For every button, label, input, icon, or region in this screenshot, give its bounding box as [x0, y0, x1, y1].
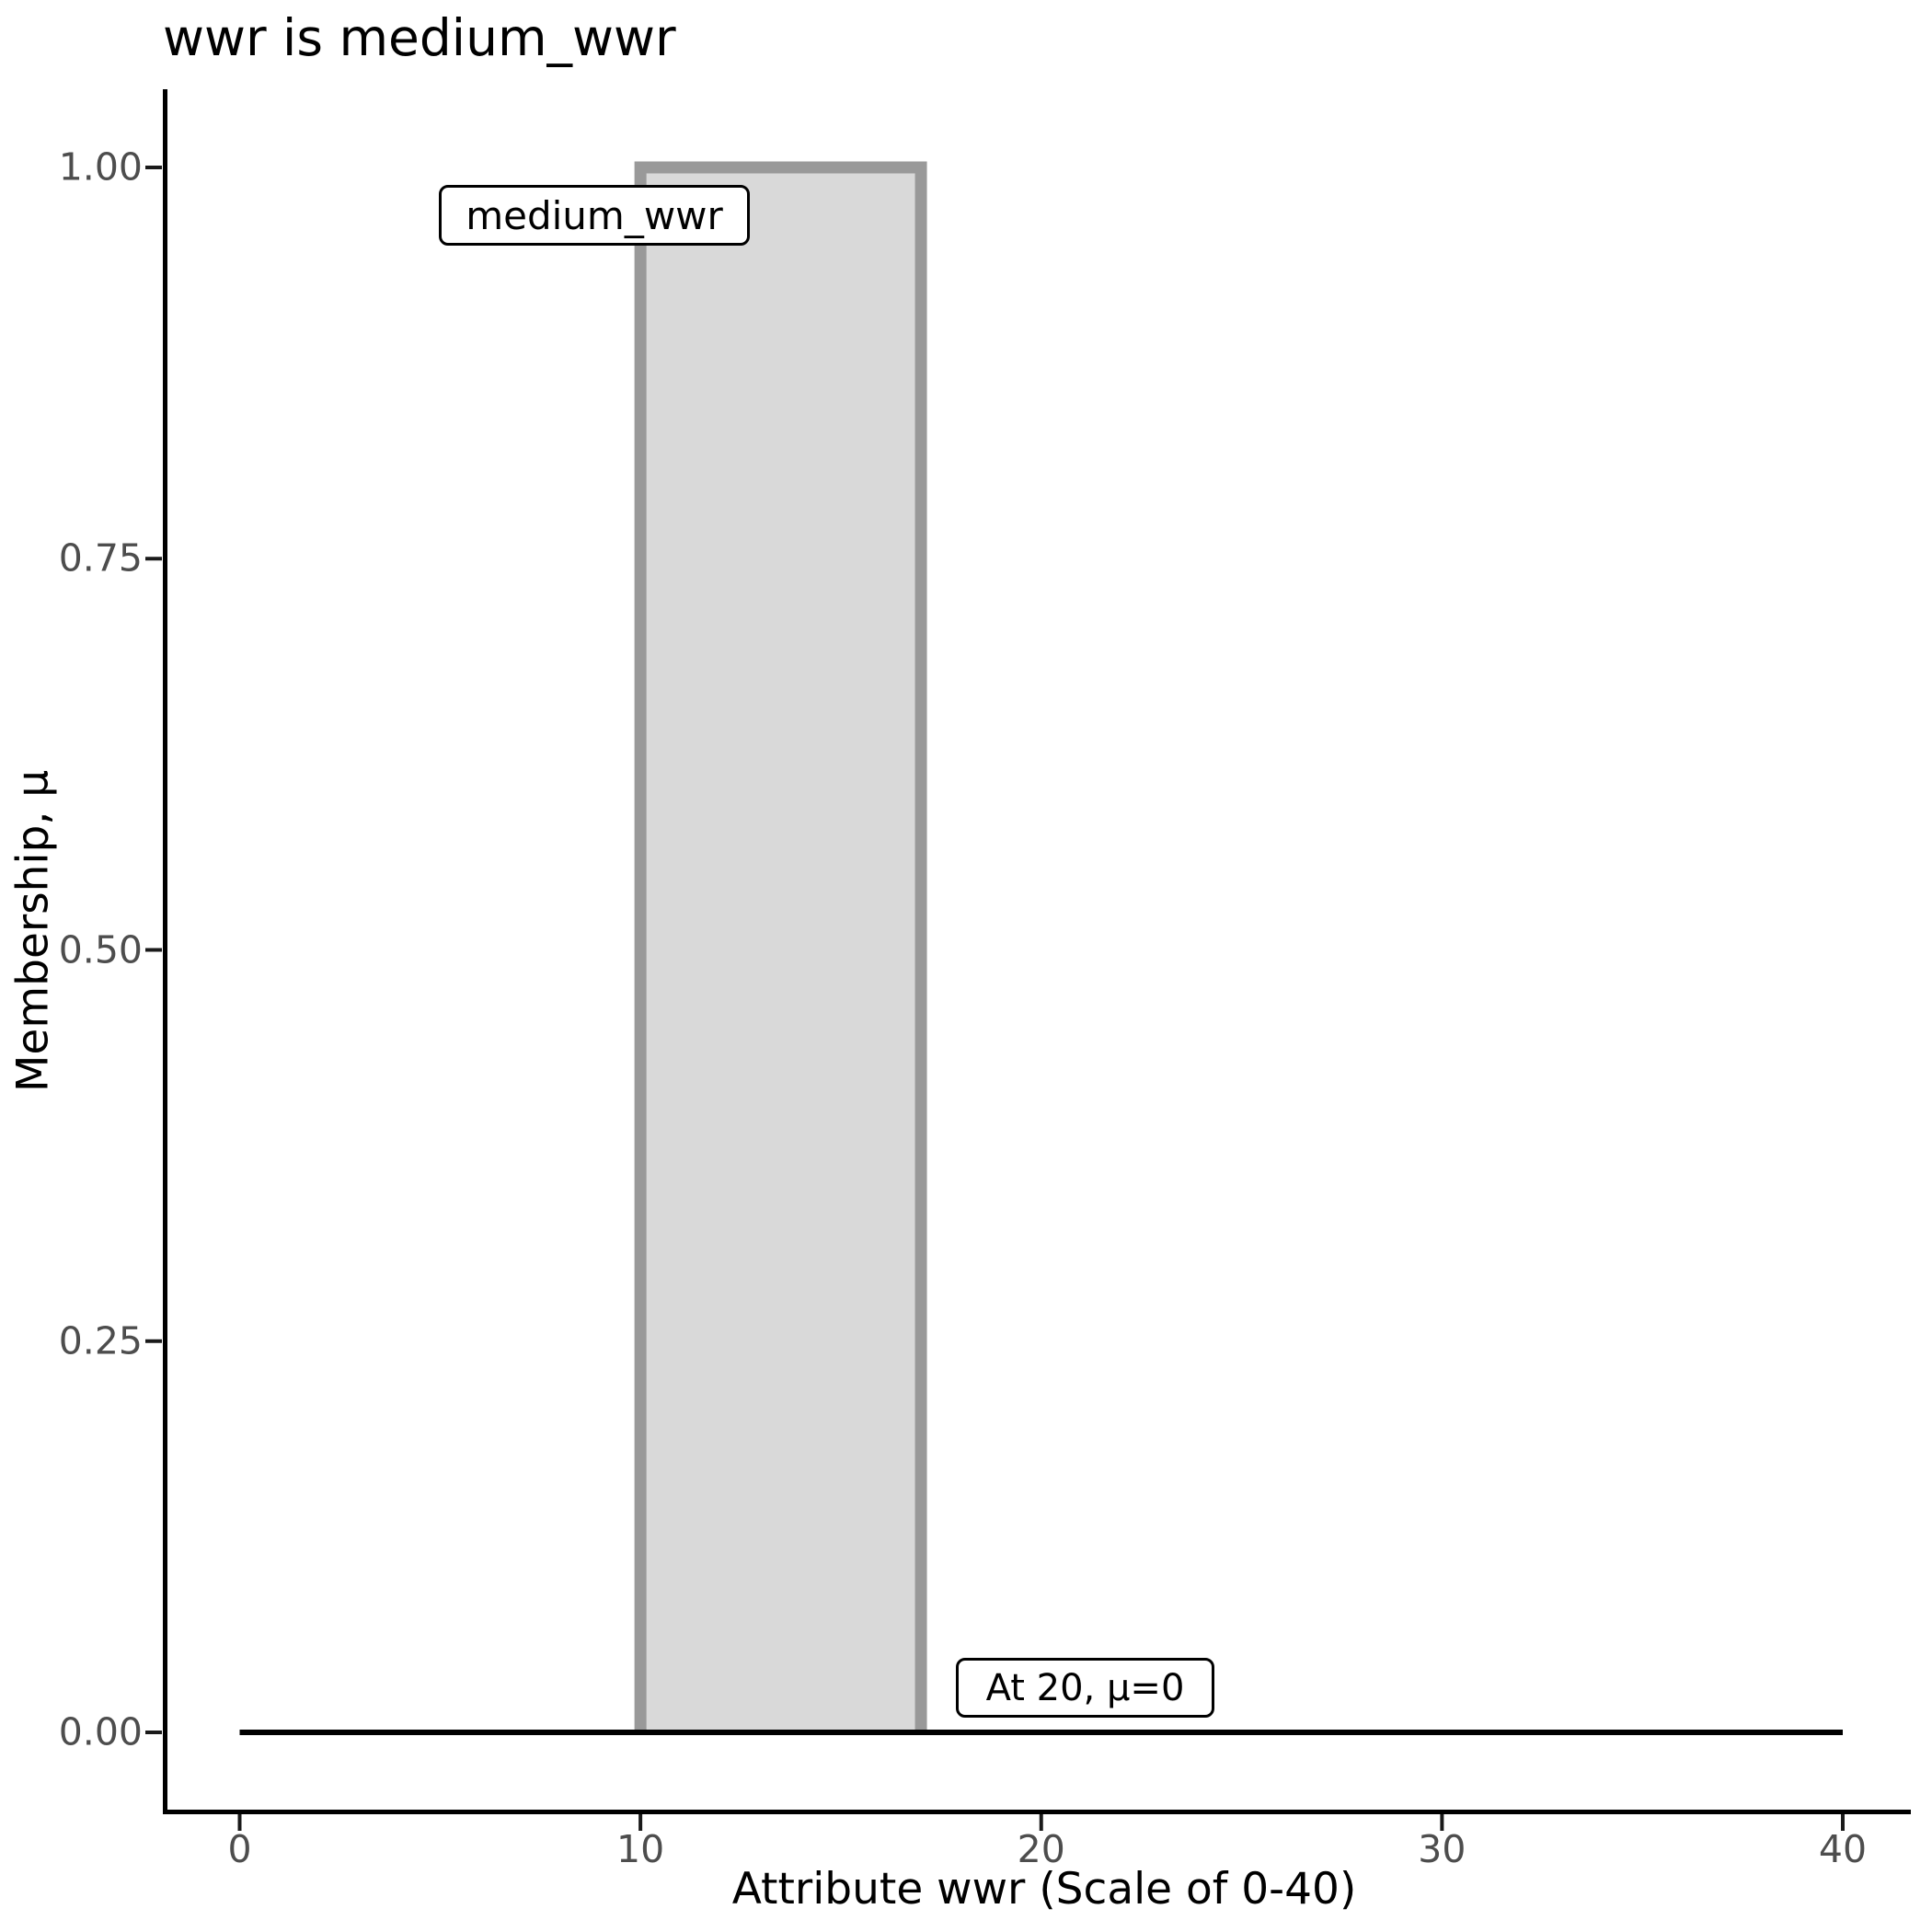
y-tick-label: 1.00 [58, 144, 143, 190]
y-tick-label: 0.50 [58, 927, 143, 972]
membership-area-fill [640, 167, 922, 1732]
x-tick-label: 20 [1017, 1827, 1065, 1871]
x-tick-label: 10 [616, 1827, 665, 1871]
annotation-set-label: medium_wwr [439, 185, 750, 246]
x-tick-label: 30 [1418, 1827, 1466, 1871]
annotation-evaluation-label: At 20, μ=0 [956, 1658, 1214, 1718]
y-tick-label: 0.75 [58, 535, 143, 581]
membership-area-outline [634, 161, 927, 1732]
x-tick-label: 40 [1818, 1827, 1868, 1871]
y-tick-label: 0.00 [58, 1709, 143, 1754]
x-tick-label: 0 [227, 1827, 252, 1871]
x-axis-title: Attribute wwr (Scale of 0-40) [731, 1864, 1357, 1915]
chart-title: wwr is medium_wwr [163, 8, 676, 67]
y-tick-label: 0.25 [58, 1318, 143, 1363]
